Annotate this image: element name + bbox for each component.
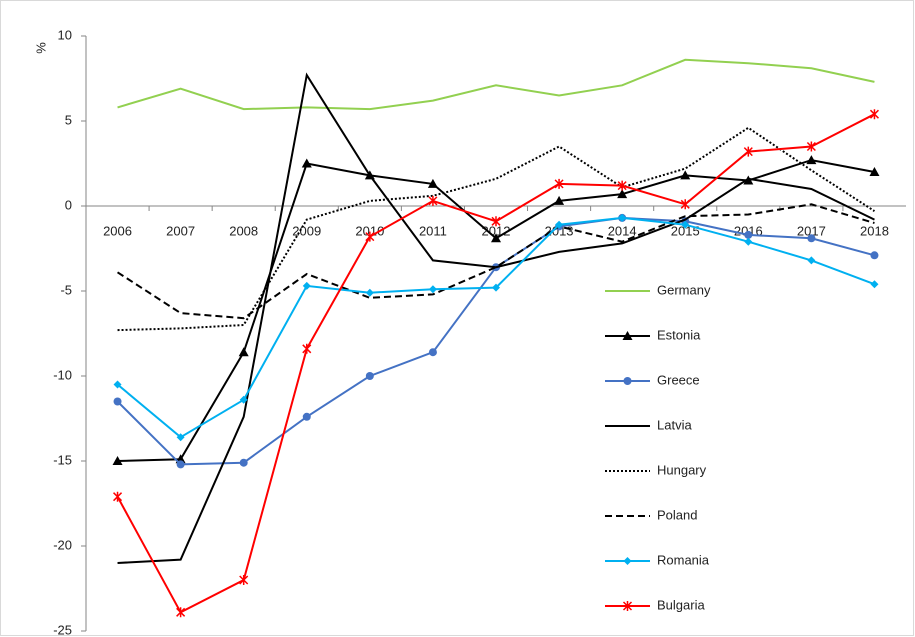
x-tick-label: 2008 (229, 223, 258, 238)
data-point (743, 175, 754, 185)
data-point (365, 288, 374, 297)
x-tick-label: 2011 (419, 223, 447, 238)
y-tick-label: 5 (65, 112, 72, 127)
data-point (681, 220, 690, 229)
x-tick-label: 2017 (797, 223, 826, 238)
legend-marker (622, 331, 633, 340)
data-point (744, 230, 753, 239)
data-point (113, 380, 122, 389)
data-point (302, 343, 312, 354)
data-point (113, 491, 123, 502)
data-point (239, 395, 248, 404)
data-point (176, 607, 186, 618)
data-point (870, 280, 879, 289)
data-point (870, 251, 879, 260)
x-tick-label: 2009 (292, 223, 321, 238)
data-point (807, 234, 816, 243)
legend-label: Germany (657, 282, 711, 297)
series-line (117, 72, 875, 564)
data-point (492, 283, 500, 292)
legend-marker (622, 601, 633, 611)
data-point (743, 146, 753, 157)
data-point (301, 158, 312, 168)
data-point (365, 372, 374, 380)
legend-label: Bulgaria (657, 597, 705, 612)
x-tick-label: 2014 (608, 223, 637, 238)
legend-label: Poland (657, 507, 697, 522)
y-tick-label: 10 (58, 27, 72, 42)
data-point (176, 460, 185, 469)
data-point (680, 170, 691, 180)
data-point (806, 141, 816, 152)
data-point (491, 233, 501, 243)
legend-label: Estonia (657, 327, 701, 342)
y-tick-label: -5 (60, 282, 72, 297)
data-point (238, 347, 249, 357)
y-tick-label: 0 (65, 197, 72, 212)
y-tick-label: -10 (53, 367, 72, 382)
data-point (869, 167, 880, 176)
x-tick-label: 2006 (103, 223, 132, 238)
data-point (302, 281, 311, 290)
series-line (116, 203, 875, 320)
data-point (239, 458, 248, 467)
data-point (744, 237, 753, 246)
y-tick-label: -20 (53, 537, 72, 552)
data-point (113, 397, 122, 406)
data-point (680, 199, 690, 210)
data-point (302, 412, 311, 421)
data-point (428, 195, 438, 206)
legend-marker (623, 377, 632, 385)
data-point (807, 256, 816, 265)
data-point (617, 180, 627, 191)
data-point (427, 178, 438, 188)
legend-label: Latvia (657, 417, 692, 432)
legend-marker (623, 557, 632, 565)
data-point (806, 155, 817, 165)
data-point (239, 575, 249, 585)
series-line (117, 58, 875, 111)
data-point (555, 220, 564, 229)
data-point (112, 456, 123, 465)
y-axis-label: % (33, 42, 48, 54)
data-point (618, 213, 627, 222)
data-point (428, 348, 437, 357)
y-tick-label: -15 (53, 452, 72, 467)
data-point (365, 231, 375, 242)
y-tick-label: -25 (53, 622, 72, 637)
data-point (428, 285, 437, 294)
data-point (617, 189, 628, 199)
data-point (176, 433, 185, 442)
data-point (869, 109, 879, 120)
x-tick-label: 2010 (355, 223, 384, 238)
data-point (554, 195, 565, 205)
data-point (554, 178, 564, 189)
x-tick-label: 2018 (860, 223, 889, 238)
legend-label: Hungary (657, 462, 707, 477)
legend-label: Greece (657, 372, 700, 387)
x-tick-label: 2007 (166, 223, 195, 238)
data-point (491, 216, 501, 227)
legend-label: Romania (657, 552, 710, 567)
